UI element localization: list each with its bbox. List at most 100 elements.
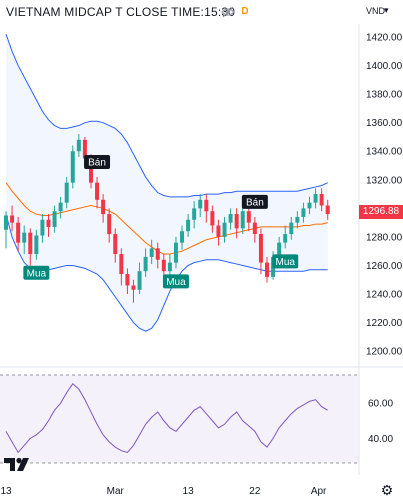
candle-body [10,215,15,223]
oscillator-background [0,375,359,463]
oscillator-axis: 60.00 40.00 [368,399,393,445]
price-axis-tick: 1420.00 [366,33,403,44]
bollinger-band-fill [6,34,328,332]
candle-body [258,234,263,263]
date-axis-tick: Apr [311,486,327,497]
candle-body [131,285,136,290]
data-badge[interactable]: D [241,6,249,17]
candle-body [313,194,318,203]
date-axis: 13 Mar 13 22 Apr [0,486,327,497]
candle-body [222,222,227,237]
candle-body [186,219,191,232]
candle-body [4,215,8,230]
candle-body [46,219,51,227]
candle-body [137,271,142,290]
price-axis-tick: 1380.00 [366,90,403,101]
candle-body [155,248,160,260]
buy-signal-badge [162,274,189,289]
price-axis-tick: 1360.00 [366,118,403,129]
symbol-title: VIETNAM MIDCAP T CLOSE TIME:15:30 [6,5,236,19]
candle-body [301,208,306,217]
candle-body [283,234,288,243]
candle-body [228,214,233,223]
gear-icon[interactable]: ⚙ [380,482,394,498]
candle-body [28,232,33,255]
band-area [6,34,328,332]
candle-body [113,234,118,255]
candle-body [325,205,330,215]
candle-body [95,182,100,200]
date-axis-tick: Mar [107,486,125,497]
buy-signal-label: Mua [275,257,295,268]
candle-body [143,256,148,272]
candle-body [167,262,172,272]
candle-body [76,139,81,152]
candle-body [101,199,106,215]
candle-body [70,151,75,183]
candle-body [107,214,112,235]
sell-signal-label: Bán [246,197,264,208]
candle-body [64,182,69,203]
price-axis-tick: 1200.00 [366,347,403,358]
candle-body [119,254,124,275]
chevron-down-icon[interactable]: ▾ [384,5,389,15]
candle-body [295,216,300,223]
buy-signal-badge [272,254,299,269]
candle-body [234,214,239,229]
upper-band-line [5,33,328,198]
buy-signal-badge [23,265,50,280]
candle-body [204,199,209,212]
candle-body [22,232,27,243]
candle-body [277,242,282,257]
date-axis-tick: 13 [0,486,12,497]
oscillator-line [5,383,328,454]
sell-signal-label: Bán [88,157,106,168]
candle-body [246,211,251,223]
candle-body [289,222,294,235]
candle-body [149,248,154,257]
candle-body [252,222,257,235]
tradingview-logo-icon[interactable] [2,455,36,478]
candle-body [34,235,39,255]
buy-signal-label: Mua [166,277,186,288]
price-axis-tick: 1240.00 [366,290,403,301]
signal-markers: Mua Mua Mua Bán Bán [23,154,299,289]
candle-body [52,211,57,227]
oscillator-axis-tick: 60.00 [368,399,393,410]
price-axis-tick: 1220.00 [366,318,403,329]
candle-body [240,211,245,229]
candle-body [16,222,21,243]
price-axis-tick: 1280.00 [366,232,403,243]
eye-off-icon[interactable] [221,5,235,19]
date-axis-tick: 13 [183,486,195,497]
price-axis-tick: 1320.00 [366,175,403,186]
date-axis-tick: 22 [249,486,261,497]
candle-body [58,202,63,212]
candle-body [180,231,185,243]
candle-body [82,139,87,159]
price-axis-tick: 1340.00 [366,147,403,158]
basis-line [5,182,328,255]
sell-signal-badge [241,194,268,209]
candle-body [192,208,197,220]
candle-body [125,274,130,286]
price-axis: 1420.00 1400.00 1380.00 1360.00 1340.00 1320.… [366,33,403,358]
candle-body [88,158,93,183]
candle-body [319,194,324,206]
oscillator-axis-tick: 40.00 [368,434,393,445]
price-axis-tick: 1400.00 [366,61,403,72]
candle-body [216,225,221,237]
candle-body [307,202,312,209]
candle-body [210,211,215,226]
candle-body [161,259,166,272]
chart-header: VIETNAM MIDCAP T CLOSE TIME:15:30 D VND … [0,0,403,24]
currency-label[interactable]: VND [366,6,386,16]
last-price-label: 1296.88 [359,205,403,219]
buy-signal-label: Mua [27,268,47,279]
candle-body [198,199,203,209]
candlestick-series [4,134,330,303]
price-axis-tick: 1260.00 [366,261,403,272]
candle-body [265,262,270,277]
candle-body [40,219,45,236]
